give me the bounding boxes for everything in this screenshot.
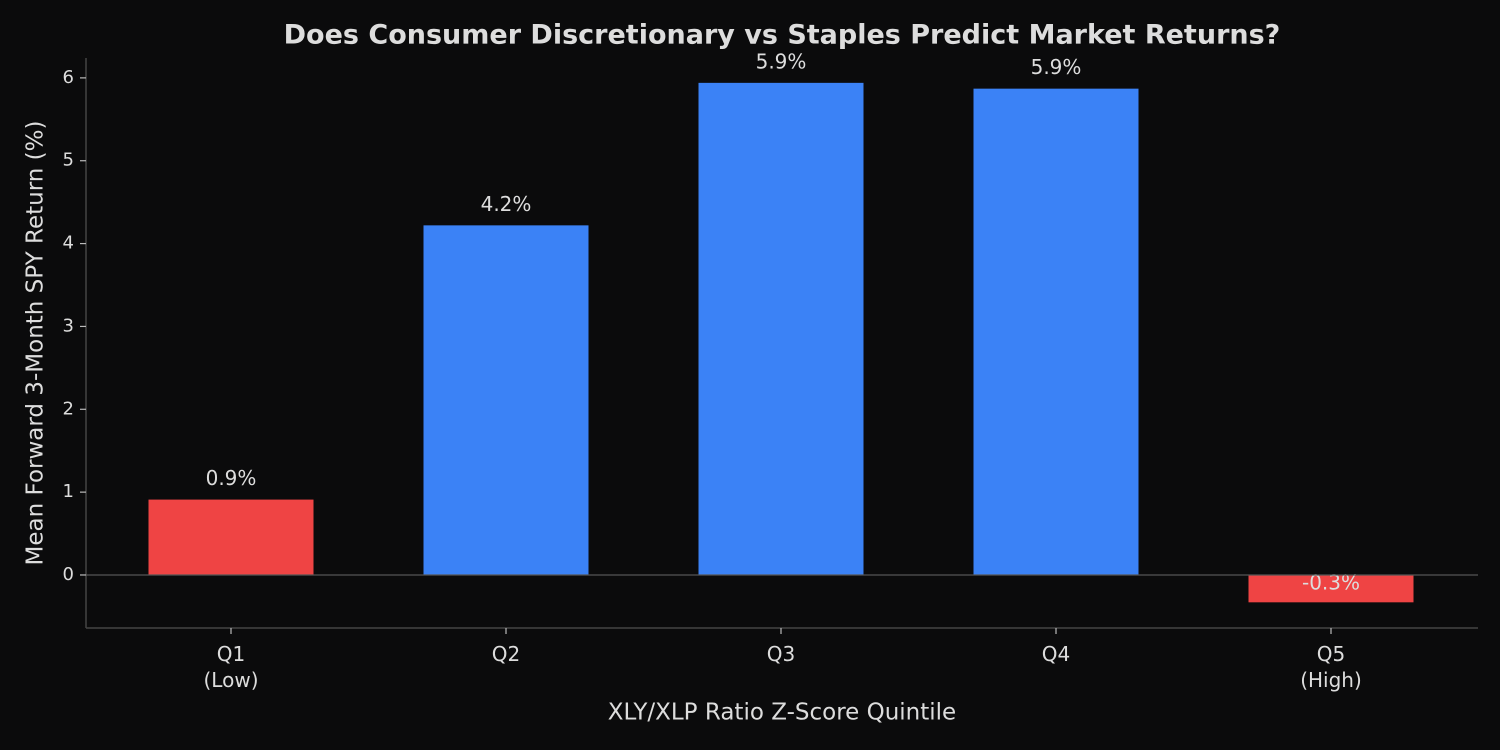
- chart-title: Does Consumer Discretionary vs Staples P…: [284, 20, 1281, 51]
- y-tick-label: 0: [63, 564, 74, 585]
- y-tick-label: 5: [63, 150, 74, 171]
- y-tick-label: 3: [63, 315, 74, 336]
- value-label: 0.9%: [206, 466, 257, 490]
- bar: [1248, 574, 1414, 603]
- x-tick-label: Q1 (Low): [204, 642, 259, 692]
- x-tick-label: Q3: [767, 642, 795, 666]
- value-label: 4.2%: [481, 192, 532, 216]
- y-tick-label: 2: [63, 398, 74, 419]
- y-axis-label: Mean Forward 3-Month SPY Return (%): [23, 121, 49, 566]
- value-label: 5.9%: [756, 49, 807, 73]
- bar: [423, 225, 589, 575]
- x-tick-label: Q4: [1042, 642, 1070, 666]
- value-label: -0.3%: [1302, 570, 1360, 594]
- x-tick-label: Q2: [492, 642, 520, 666]
- y-tick-label: 1: [63, 481, 74, 502]
- x-tick-label: Q5 (High): [1300, 642, 1362, 692]
- bar: [148, 499, 314, 575]
- bar: [698, 82, 864, 575]
- value-label: 5.9%: [1031, 55, 1082, 79]
- x-axis-label: XLY/XLP Ratio Z-Score Quintile: [608, 700, 956, 726]
- y-tick-label: 4: [63, 233, 74, 254]
- y-tick-label: 6: [63, 67, 74, 88]
- bar: [973, 88, 1139, 575]
